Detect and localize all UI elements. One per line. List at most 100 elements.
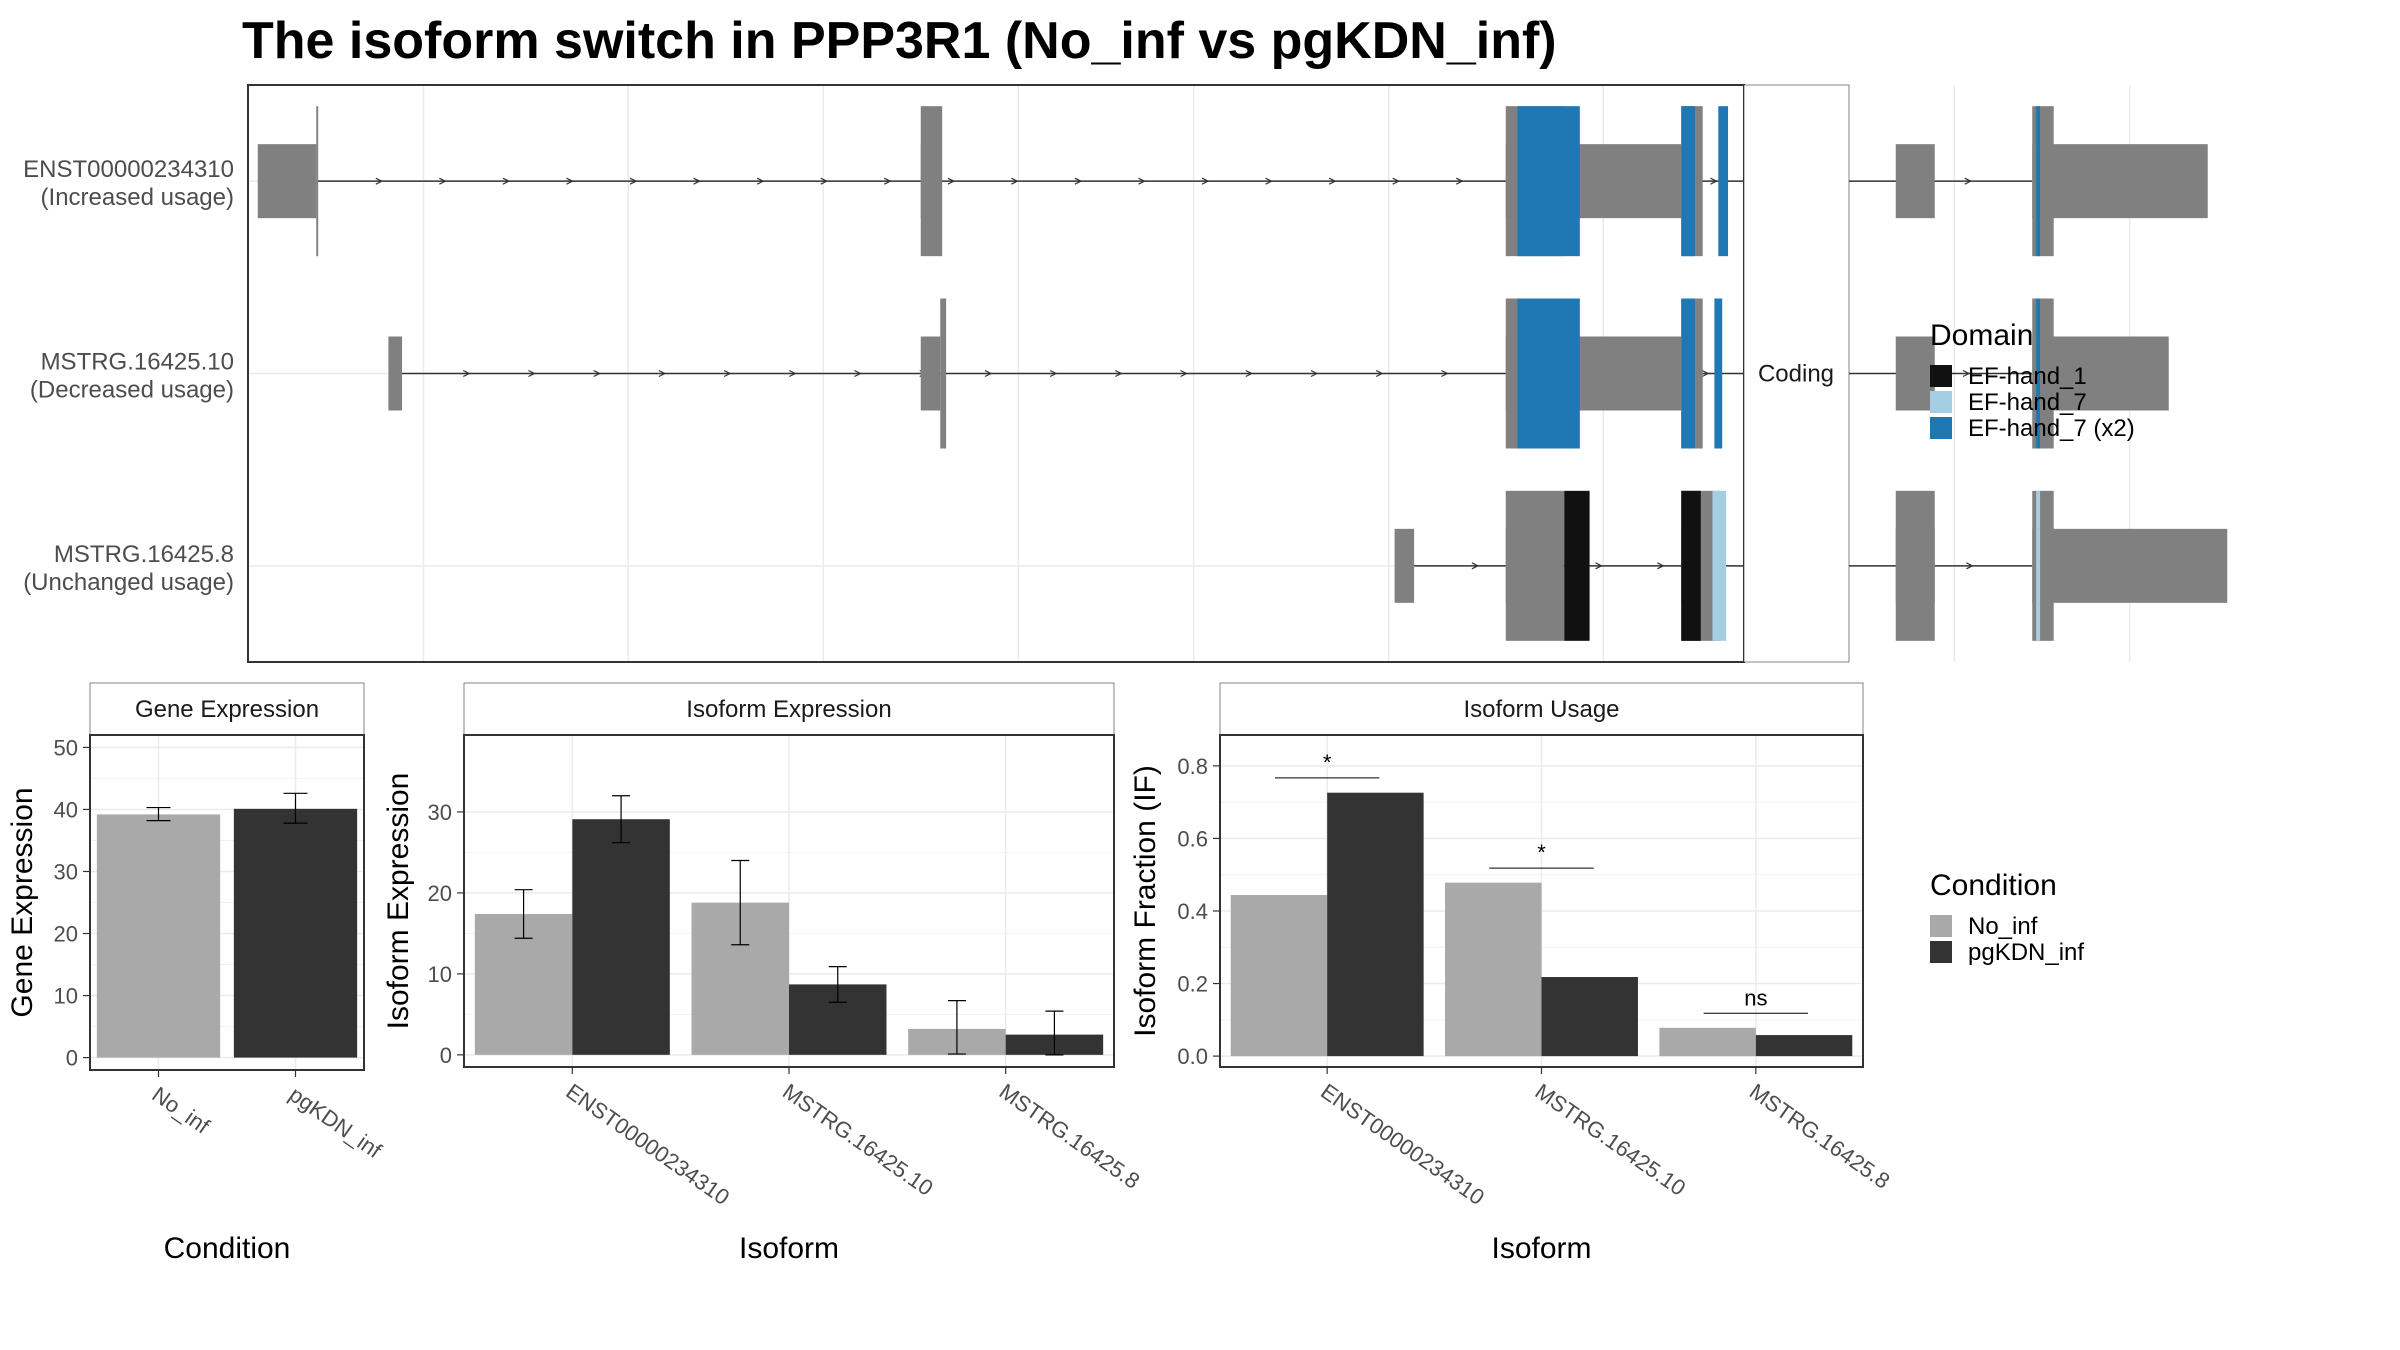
- x-tick-label: MSTRG.16425.8: [1745, 1079, 1895, 1194]
- utr-exon: [1895, 336, 1935, 411]
- intron-arrow: [629, 177, 638, 185]
- x-axis-title: Isoform: [739, 1232, 839, 1265]
- y-tick-label: 30: [428, 800, 452, 825]
- strip-label: Isoform Expression: [686, 696, 891, 723]
- coding-exon: [1895, 490, 1935, 641]
- coding-exon: [2032, 106, 2054, 257]
- intron-arrow: [1657, 562, 1665, 570]
- legend-label-ef-hand-1: EF-hand_1: [1968, 363, 2087, 390]
- coding-exon: [2032, 490, 2054, 641]
- intron-arrow: [1201, 177, 1210, 185]
- legend-swatch-no-inf: [1930, 915, 1952, 937]
- domain-ef-hand-7-x2: [2036, 298, 2041, 449]
- utr-exon: [257, 144, 317, 219]
- intron-arrow: [462, 369, 471, 378]
- transcript-name: ENST00000234310: [23, 156, 234, 183]
- significance-label: ns: [1744, 985, 1767, 1010]
- strip-label-coding: Coding: [1758, 361, 1834, 388]
- transcript-name: MSTRG.16425.10: [41, 349, 234, 376]
- bar-pgkdn-inf-enst00000234310: [1327, 792, 1424, 1057]
- x-tick-label: ENST00000234310: [561, 1079, 734, 1210]
- intron-arrow: [723, 369, 732, 378]
- domain-ef-hand-1: [1681, 490, 1701, 641]
- y-tick-label: 10: [54, 984, 78, 1009]
- intron-arrow: [1455, 177, 1464, 185]
- panel-border: [1219, 734, 1864, 1068]
- bar-pgkdn-inf-enst00000234310: [572, 819, 670, 1055]
- intron-arrow: [1310, 369, 1319, 378]
- error-bar: [731, 859, 750, 946]
- x-tick-label: MSTRG.16425.10: [778, 1079, 938, 1201]
- coding-exon: [920, 106, 943, 257]
- domain-ef-hand-7-x2: [2036, 106, 2041, 257]
- intron-arrow: [1964, 177, 1973, 185]
- panel-border: [89, 734, 365, 1071]
- transcript-usage: (Increased usage): [41, 184, 234, 211]
- intron-arrow: [1966, 562, 1974, 570]
- utr-exon: [2032, 528, 2228, 603]
- y-tick-label: 0.2: [1177, 972, 1208, 997]
- y-tick-label: 0.6: [1177, 826, 1208, 851]
- y-tick-label: 0: [440, 1043, 452, 1068]
- strip-label: Isoform Usage: [1463, 696, 1619, 723]
- bar-no-inf-mstrg-16425-8: [1659, 1027, 1756, 1057]
- gene-expression-panel: Gene Expression 0 10 20 30 40 50 No_inf pgKDN_in…: [6, 682, 387, 1265]
- legend-label-ef-hand-7-x2: EF-hand_7 (x2): [1968, 415, 2135, 442]
- strip-background: [89, 682, 365, 736]
- intron-arrow: [375, 177, 384, 185]
- intron-arrow: [1180, 369, 1188, 378]
- legend-swatch-pgkdn-inf: [1930, 941, 1952, 963]
- y-tick-label: 30: [54, 859, 78, 884]
- intron-arrow: [658, 369, 667, 378]
- intron-arrow: [1471, 562, 1480, 570]
- bar-pgkdn-inf-mstrg-16425-8: [1755, 1035, 1853, 1057]
- strip-background: [463, 682, 1115, 736]
- intron-arrow: [1595, 562, 1603, 570]
- domain-ef-hand-1: [1564, 490, 1590, 641]
- y-axis-title: Isoform Expression: [382, 773, 415, 1030]
- strip-background: [1743, 84, 1850, 663]
- error-bar: [947, 1000, 966, 1055]
- coding-exon: [316, 106, 319, 257]
- x-tick-label: MSTRG.16425.10: [1531, 1079, 1691, 1201]
- domain-legend: Domain EF-hand_1EF-hand_7EF-hand_7 (x2): [1930, 319, 2135, 442]
- y-tick-label: 0: [66, 1046, 78, 1071]
- coding-exon: [940, 298, 947, 449]
- domain-ef-hand-7-x2: [1714, 298, 1723, 449]
- strip-label: Gene Expression: [135, 696, 319, 723]
- bar-pgkdn-inf: [233, 808, 358, 1058]
- legend-title: Condition: [1930, 869, 2057, 902]
- y-tick-label: 0.8: [1177, 754, 1208, 779]
- intron-arrow: [1245, 369, 1254, 378]
- significance-label: *: [1537, 840, 1546, 865]
- utr-exon: [2032, 144, 2208, 219]
- x-axis-title: Isoform: [1491, 1232, 1591, 1265]
- legend-title: Domain: [1930, 319, 2033, 352]
- intron-arrow: [947, 177, 956, 185]
- domain-ef-hand-7-x2: [1681, 106, 1695, 257]
- intron-arrow: [1962, 369, 1971, 378]
- intron-arrow: [693, 177, 701, 185]
- error-bar: [612, 795, 631, 844]
- intron-arrow: [1375, 369, 1384, 378]
- structure-panel: ENST00000234310(Increased usage) MSTRG.16…: [23, 84, 2228, 663]
- x-tick-label: pgKDN_inf: [285, 1082, 387, 1164]
- utr-exon: [920, 336, 941, 411]
- intron-arrow: [1138, 177, 1146, 185]
- panel-border: [463, 734, 1115, 1068]
- transcript-name: MSTRG.16425.8: [54, 541, 234, 568]
- x-tick-label: MSTRG.16425.8: [995, 1079, 1145, 1194]
- legend-label-ef-hand-7: EF-hand_7: [1968, 389, 2087, 416]
- intron-arrow: [984, 369, 993, 378]
- legend-swatch-ef-hand-7: [1930, 391, 1952, 413]
- domain-ef-hand-7: [2036, 490, 2041, 641]
- domain-ef-hand-7-x2: [1517, 106, 1580, 257]
- domain-ef-hand-7-x2: [1681, 298, 1695, 449]
- y-tick-label: 10: [428, 962, 452, 987]
- y-axis-title: Gene Expression: [6, 787, 39, 1017]
- error-bar: [828, 965, 847, 1003]
- intron-arrow: [528, 369, 536, 378]
- intron-arrow: [502, 177, 511, 185]
